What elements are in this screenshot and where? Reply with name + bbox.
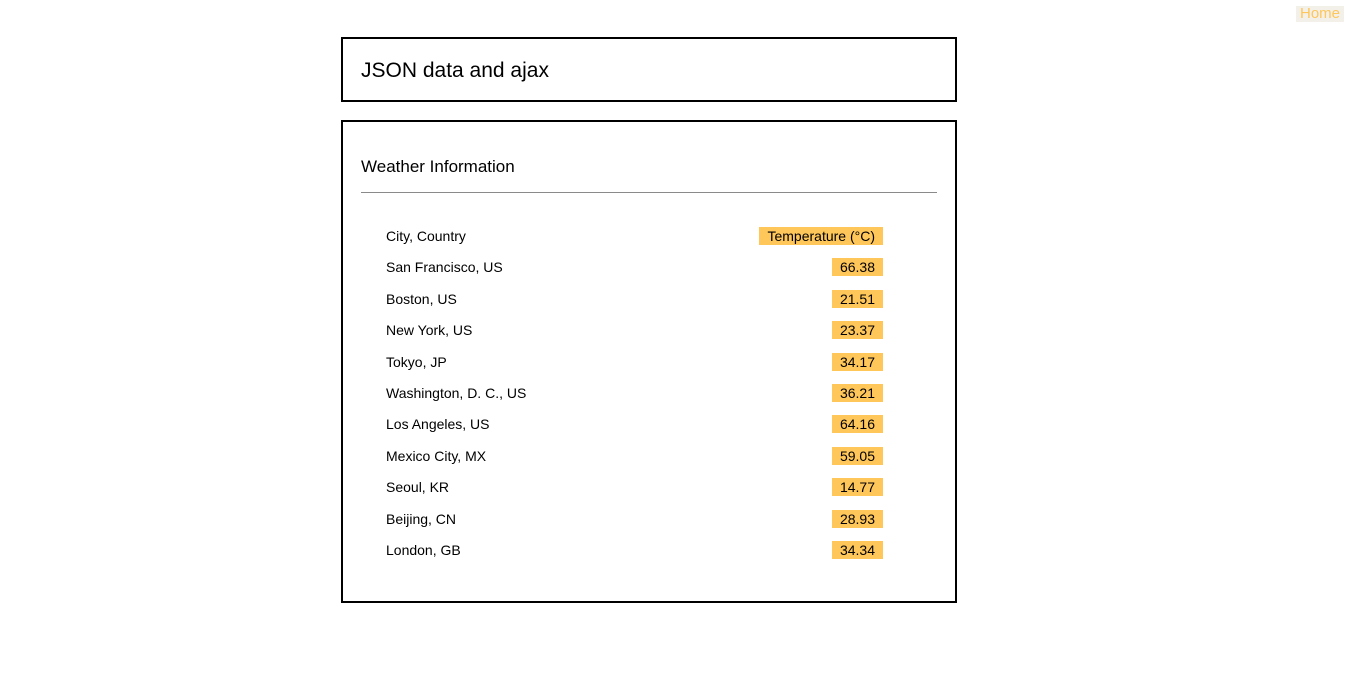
- city-cell: Beijing, CN: [386, 510, 457, 527]
- city-cell: Boston, US: [386, 290, 457, 307]
- city-cell: Los Angeles, US: [386, 416, 490, 433]
- table-header-row: City, Country Temperature (°C): [386, 224, 883, 255]
- city-cell: Mexico City, MX: [386, 447, 487, 464]
- temperature-cell: 14.77: [831, 478, 883, 497]
- table-row: Los Angeles, US 64.16: [386, 412, 883, 443]
- column-header-city: City, Country: [386, 228, 466, 244]
- table-row: Tokyo, JP 34.17: [386, 350, 883, 381]
- city-cell: Washington, D. C., US: [386, 384, 527, 401]
- temperature-cell: 34.17: [831, 352, 883, 371]
- table-row: Mexico City, MX 59.05: [386, 444, 883, 475]
- column-header-temperature: Temperature (°C): [759, 227, 883, 245]
- weather-table: City, Country Temperature (°C) San Franc…: [386, 224, 883, 569]
- table-row: London, GB 34.34: [386, 538, 883, 569]
- temperature-cell: 36.21: [831, 383, 883, 402]
- table-row: Beijing, CN 28.93: [386, 507, 883, 538]
- city-cell: London, GB: [386, 541, 461, 558]
- table-row: Boston, US 21.51: [386, 287, 883, 318]
- weather-section-title: Weather Information: [361, 157, 515, 176]
- table-row: Seoul, KR 14.77: [386, 475, 883, 506]
- section-divider: [361, 192, 937, 193]
- table-row: New York, US 23.37: [386, 318, 883, 349]
- city-cell: Tokyo, JP: [386, 353, 447, 370]
- title-panel: JSON data and ajax: [341, 37, 957, 102]
- city-cell: New York, US: [386, 322, 473, 339]
- page-title: JSON data and ajax: [361, 59, 549, 82]
- table-row: Washington, D. C., US 36.21: [386, 381, 883, 412]
- weather-panel: Weather Information City, Country Temper…: [341, 120, 957, 603]
- table-row: San Francisco, US 66.38: [386, 255, 883, 286]
- temperature-cell: 21.51: [831, 289, 883, 308]
- temperature-cell: 34.34: [831, 540, 883, 559]
- home-link[interactable]: Home: [1296, 6, 1345, 22]
- temperature-cell: 28.93: [831, 509, 883, 528]
- city-cell: San Francisco, US: [386, 259, 503, 276]
- temperature-cell: 23.37: [831, 321, 883, 340]
- city-cell: Seoul, KR: [386, 479, 450, 496]
- temperature-cell: 66.38: [831, 258, 883, 277]
- temperature-cell: 64.16: [831, 415, 883, 434]
- temperature-cell: 59.05: [831, 446, 883, 465]
